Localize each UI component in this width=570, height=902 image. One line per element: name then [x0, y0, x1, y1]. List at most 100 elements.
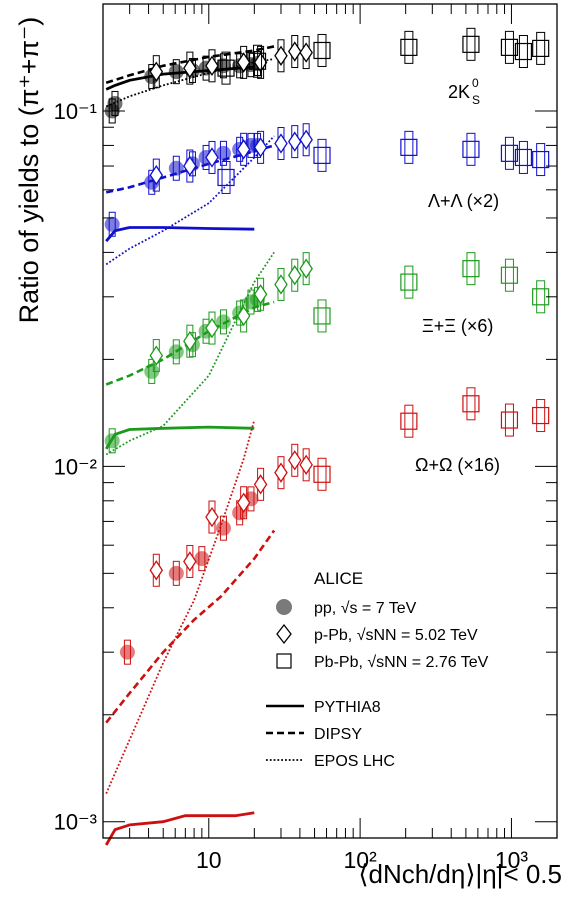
pbpb-point	[532, 39, 550, 58]
ppb-point	[183, 57, 197, 79]
pbpb-syst-box	[404, 404, 414, 438]
pbpb-point	[532, 406, 550, 425]
legend-entry-label: p-Pb, √sNN = 5.02 TeV	[314, 627, 478, 644]
ppb-point	[183, 551, 197, 572]
ppb-point	[149, 560, 164, 581]
ppb-point	[274, 462, 288, 483]
pbpb-syst-box	[536, 143, 546, 177]
legend-line-label: DIPSY	[314, 726, 362, 743]
pbpb-point	[400, 138, 418, 156]
pbpb-syst-box	[404, 130, 414, 164]
pbpb-point	[217, 168, 235, 187]
ppb-point	[205, 55, 219, 76]
ppb-point	[299, 454, 313, 475]
legend-entry-label: Pb-Pb, √sNN = 2.76 TeV	[314, 654, 489, 671]
epos-curve	[105, 419, 256, 794]
pp-point	[144, 363, 160, 379]
legend-marker-circle	[276, 599, 292, 615]
species-label: Ω+Ω (×16)	[415, 455, 500, 475]
legend-line-label: PYTHIA8	[314, 699, 381, 716]
ppb-point	[274, 45, 288, 66]
ppb-point	[205, 506, 219, 528]
pp-point	[215, 58, 231, 74]
ppb-point	[299, 258, 313, 279]
pbpb-point	[514, 148, 533, 167]
pbpb-syst-box	[518, 140, 528, 174]
pbpb-syst-box	[504, 30, 514, 64]
ppb-point	[236, 52, 251, 73]
pbpb-syst-box	[466, 387, 476, 421]
species-label: Ξ+Ξ (×6)	[422, 316, 493, 336]
pbpb-syst-box	[221, 51, 231, 85]
plot-frame	[102, 3, 558, 839]
pbpb-point	[400, 273, 418, 291]
pbpb-point	[462, 260, 480, 278]
species-label-sup: 0	[472, 76, 479, 90]
ppb-point	[183, 155, 197, 177]
x-tick-label: 10²	[343, 847, 377, 873]
pythia-curve	[104, 811, 255, 846]
pp-point	[168, 160, 184, 176]
pbpb-syst-box	[536, 31, 546, 65]
pbpb-point	[217, 59, 235, 77]
ppb-point	[253, 137, 268, 158]
pbpb-point	[313, 146, 331, 164]
pbpb-syst-box	[466, 27, 476, 61]
pbpb-point	[400, 412, 418, 430]
pp-point	[107, 95, 123, 111]
pp-point	[168, 565, 184, 581]
pbpb-point	[400, 38, 418, 56]
pbpb-point	[500, 38, 519, 56]
pp-point	[104, 433, 120, 449]
ppb-point	[287, 450, 302, 471]
pbpb-syst-box	[317, 299, 327, 333]
ppb-point	[183, 331, 197, 352]
ppb-point	[299, 42, 313, 63]
ppb-point	[287, 131, 302, 152]
ppb-point	[274, 274, 288, 295]
pbpb-syst-box	[466, 132, 476, 166]
pbpb-point	[500, 266, 519, 284]
pbpb-syst-box	[317, 457, 327, 491]
pbpb-syst-box	[221, 160, 231, 194]
y-axis-label: Ratio of yields to (π⁺+π⁻)	[14, 17, 44, 324]
pbpb-point	[514, 42, 533, 61]
ppb-point	[149, 164, 164, 186]
pbpb-point	[532, 150, 550, 169]
epos-curve	[105, 58, 275, 108]
pbpb-point	[462, 35, 480, 53]
x-tick-label: 10³	[495, 847, 529, 873]
ppb-point	[236, 492, 251, 513]
pp-point	[119, 644, 135, 660]
ppb-point	[274, 133, 288, 154]
species-label: Λ+Λ (×2)	[428, 191, 499, 211]
pp-point	[215, 145, 231, 161]
pbpb-syst-box	[504, 136, 514, 170]
pp-point	[104, 216, 120, 232]
ppb-point	[236, 139, 251, 160]
ppb-point	[205, 147, 219, 168]
legend-marker-diamond	[276, 623, 292, 645]
pbpb-syst-box	[317, 33, 327, 67]
x-tick-label: 10	[196, 847, 222, 873]
pbpb-point	[248, 52, 267, 70]
ppb-point	[205, 317, 219, 339]
pp-point	[168, 64, 184, 80]
axes: 10 10² 10³ 10⁻³ 10⁻² 10⁻¹	[54, 3, 558, 873]
y-tick-label: 10⁻²	[54, 454, 97, 479]
y-tick-label: 10⁻³	[54, 810, 97, 835]
legend-line-label: EPOS LHC	[314, 753, 395, 770]
legend-title: ALICE	[314, 569, 363, 588]
species-labels: 2K 0 S Λ+Λ (×2) Ξ+Ξ (×6) Ω+Ω (×16)	[415, 76, 500, 475]
pbpb-syst-box	[404, 30, 414, 64]
ppb-point	[287, 265, 302, 286]
pbpb-point	[500, 411, 519, 429]
pbpb-syst-box	[504, 258, 514, 292]
legend: ALICE pp, √s = 7 TeV p-Pb, √sNN = 5.02 TeV…	[266, 569, 489, 770]
ppb-point	[253, 474, 268, 495]
pbpb-syst-box	[466, 252, 476, 286]
y-tick-label: 10⁻¹	[54, 99, 97, 124]
pp-point	[194, 551, 210, 567]
pbpb-syst-box	[536, 399, 546, 433]
